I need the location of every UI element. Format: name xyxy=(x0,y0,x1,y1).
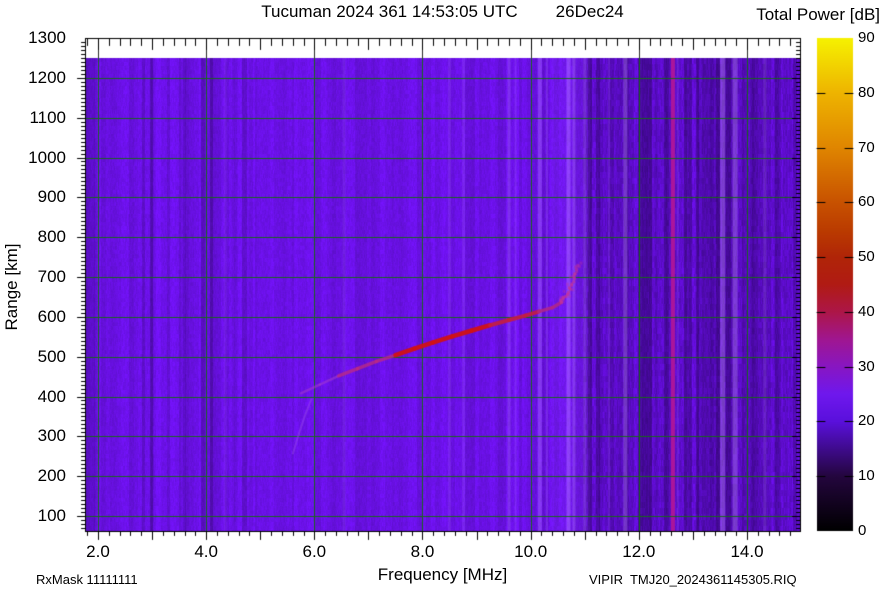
colorbar-title: Total Power [dB] xyxy=(756,5,880,24)
file-name-label: VIPIR TMJ20_2024361145305.RIQ xyxy=(589,572,797,587)
y-axis-tick-label: 900 xyxy=(37,187,66,207)
x-axis-tick-label: 4.0 xyxy=(194,542,218,561)
colorbar-tick-label: 60 xyxy=(858,193,875,211)
colorbar-tick-label: 0 xyxy=(858,522,867,539)
rx-mask-label: RxMask 11111111 xyxy=(36,572,138,587)
y-axis-tick-label: 1200 xyxy=(28,67,66,87)
x-axis-tick-label: 12.0 xyxy=(622,542,656,561)
colorbar-tick-label: 30 xyxy=(858,357,875,375)
y-axis-tick-label: 1100 xyxy=(29,107,66,127)
x-axis-tick-label: 2.0 xyxy=(86,542,110,561)
x-axis-title: Frequency [MHz] xyxy=(377,565,508,584)
colorbar-tick-label: 20 xyxy=(858,412,875,430)
colorbar-tick-label: 50 xyxy=(858,248,875,266)
colorbar-tick-label: 70 xyxy=(858,138,875,156)
y-axis-tick-label: 200 xyxy=(37,466,66,486)
x-axis-tick-label: 8.0 xyxy=(410,542,435,561)
y-axis-tick-label: 300 xyxy=(37,426,66,446)
x-axis-tick-label: 10.0 xyxy=(514,542,548,561)
y-axis-tick-label: 1300 xyxy=(28,28,66,47)
title-row: Tucuman 2024 361 14:53:05 UTC 26Dec24 xyxy=(85,2,800,22)
y-axis-tick-label: 800 xyxy=(37,227,66,247)
colorbar-tick-label: 10 xyxy=(858,467,875,485)
y-axis-tick-label: 600 xyxy=(37,306,66,326)
y-axis-tick-label: 700 xyxy=(37,267,66,286)
x-axis-tick-label: 6.0 xyxy=(302,542,327,561)
colorbar-tick-label: 80 xyxy=(858,83,875,101)
colorbar-tick-label: 40 xyxy=(858,302,875,320)
y-axis-tick-label: 100 xyxy=(37,506,66,525)
plot-date: 26Dec24 xyxy=(555,2,624,21)
colorbar-tick-label: 90 xyxy=(858,29,875,46)
plot-title: Tucuman 2024 361 14:53:05 UTC xyxy=(261,2,518,21)
x-axis-tick-label: 14.0 xyxy=(730,542,764,561)
y-axis-tick-label: 500 xyxy=(37,346,66,366)
y-axis-tick-label: 400 xyxy=(37,386,66,406)
y-axis-tick-label: 1000 xyxy=(28,147,66,167)
